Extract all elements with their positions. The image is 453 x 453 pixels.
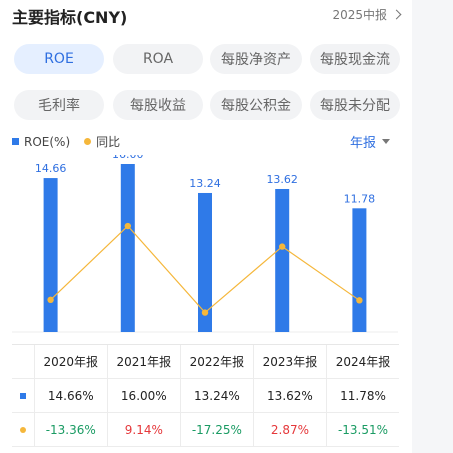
table-cell: -13.51% <box>325 413 399 446</box>
table-header-cell: 2020年报 <box>33 345 107 378</box>
table-header-cell: 2023年报 <box>252 345 326 378</box>
bar-value-label: 16.00 <box>112 155 144 161</box>
yoy-point-1 <box>124 222 131 230</box>
table-row-roe: 14.66% 16.00% 13.24% 13.62% 11.78% <box>12 379 399 413</box>
bar-value-label: 11.78 <box>344 192 376 205</box>
tab-gross-margin[interactable]: 毛利率 <box>14 90 104 120</box>
yoy-point-0 <box>47 296 54 304</box>
table-cell: 13.62% <box>252 379 326 412</box>
report-period-link[interactable]: 2025中报 <box>332 6 402 23</box>
yoy-point-3 <box>279 243 286 250</box>
period-dropdown[interactable]: 年报 <box>350 132 390 151</box>
tab-roa[interactable]: ROA <box>113 44 203 74</box>
roe-chart: 14.66 16.00 13.24 13.62 11.78 <box>12 155 398 333</box>
side-background <box>412 0 453 453</box>
table-cell: -17.25% <box>179 413 253 446</box>
table-row-yoy: -13.36% 9.14% -17.25% 2.87% -13.51% <box>12 413 399 447</box>
bar-3 <box>275 188 290 332</box>
tab-reserve-per-share[interactable]: 每股公积金 <box>210 90 302 120</box>
table-cell: 11.78% <box>325 379 399 412</box>
tab-net-assets-per-share[interactable]: 每股净资产 <box>210 44 302 74</box>
yoy-point-4 <box>356 297 363 304</box>
section-title: 主要指标(CNY) <box>12 8 128 27</box>
legend-yoy-label: 同比 <box>96 135 121 149</box>
legend-roe-label: ROE(%) <box>24 134 71 149</box>
chart-legend: ROE(%) 同比 <box>12 133 120 150</box>
roe-row-marker <box>19 392 26 399</box>
bar-legend-swatch <box>12 138 19 145</box>
yoy-point-2 <box>201 309 209 316</box>
line-legend-swatch <box>84 138 92 145</box>
report-period-label: 2025中报 <box>332 8 387 22</box>
table-cell: 2.87% <box>252 413 326 446</box>
table-header-cell: 2024年报 <box>325 345 399 378</box>
table-cell: 9.14% <box>106 413 180 446</box>
bar-1 <box>120 164 135 332</box>
bar-value-label: 14.66 <box>35 162 67 175</box>
tab-undistributed-per-share[interactable]: 每股未分配 <box>310 90 400 120</box>
table-cell: -13.36% <box>33 413 107 446</box>
caret-down-icon <box>382 139 390 144</box>
table-cell: 16.00% <box>106 379 180 412</box>
table-header-row: 2020年报 2021年报 2022年报 2023年报 2024年报 <box>12 345 399 379</box>
tab-eps[interactable]: 每股收益 <box>113 90 203 120</box>
bar-2 <box>198 192 212 332</box>
data-table: 2020年报 2021年报 2022年报 2023年报 2024年报 14.66… <box>12 344 399 447</box>
bar-value-label: 13.62 <box>266 173 298 186</box>
chevron-right-icon <box>391 9 402 20</box>
tab-cashflow-per-share[interactable]: 每股现金流 <box>310 44 400 74</box>
tab-roe[interactable]: ROE <box>14 44 104 74</box>
indicator-panel: 主要指标(CNY) 2025中报 ROE ROA 每股净资产 每股现金流 毛利率… <box>12 6 402 447</box>
table-cell: 14.66% <box>33 379 107 412</box>
bar-4 <box>352 208 367 332</box>
yoy-row-marker <box>19 426 26 433</box>
bar-value-label: 13.24 <box>189 177 221 190</box>
period-dropdown-label: 年报 <box>349 136 376 151</box>
bar-0 <box>43 178 58 332</box>
table-cell: 13.24% <box>179 379 253 412</box>
table-header-cell: 2022年报 <box>179 345 253 378</box>
table-header-cell: 2021年报 <box>106 345 180 378</box>
